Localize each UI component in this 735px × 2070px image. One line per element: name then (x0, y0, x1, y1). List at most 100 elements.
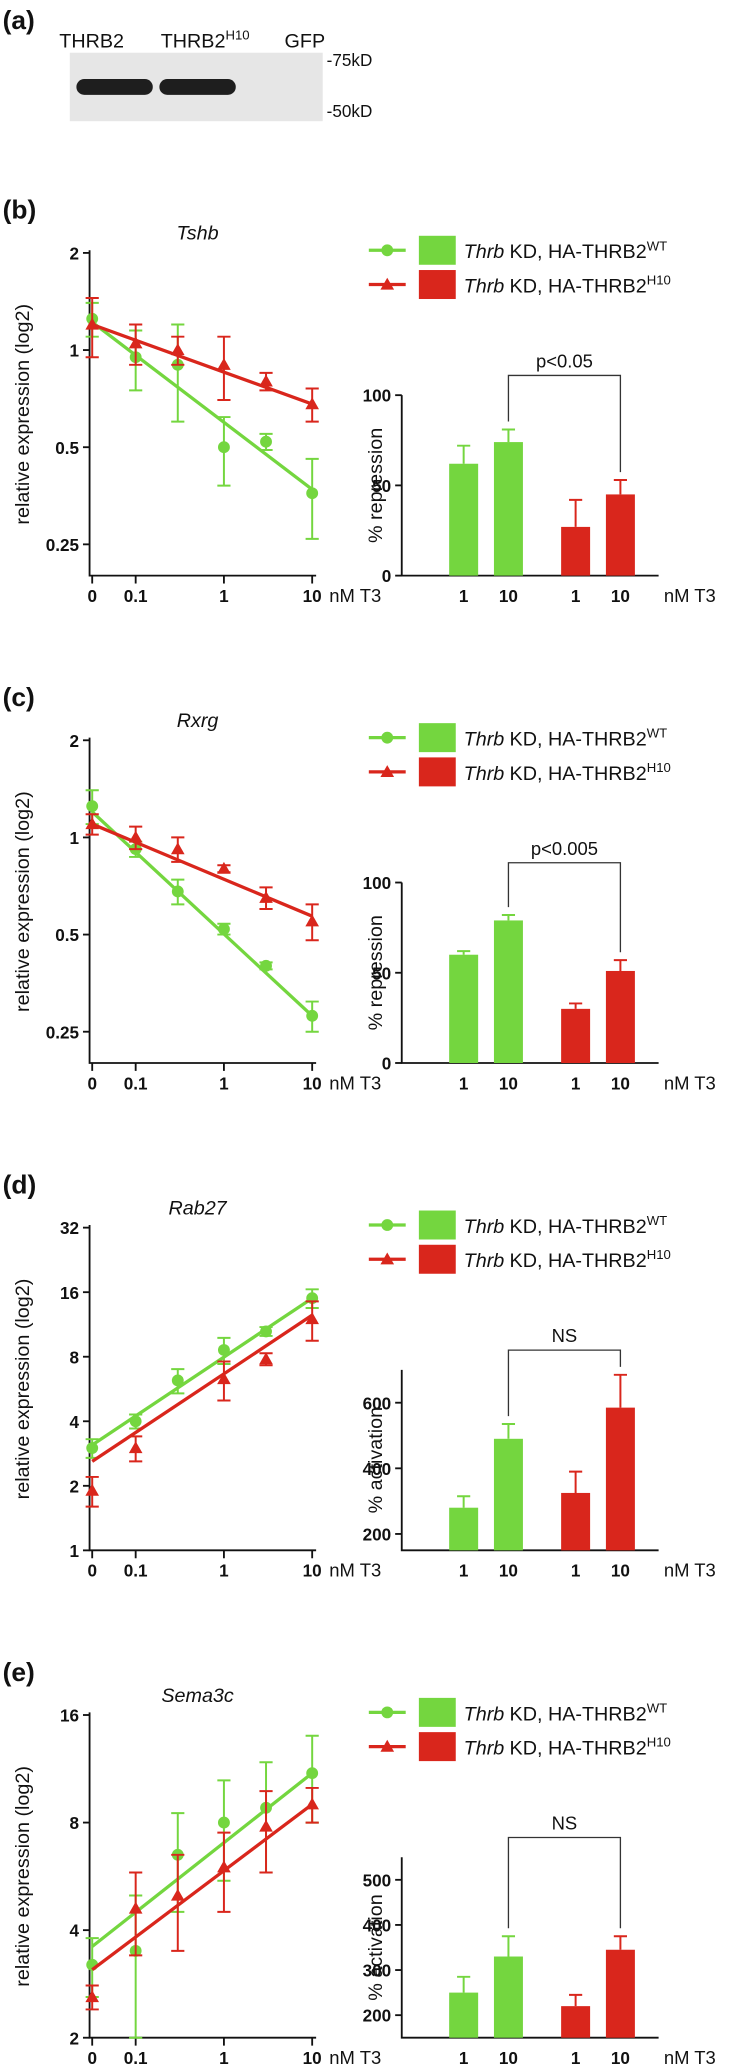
point (217, 358, 231, 370)
legend-swatch (418, 723, 456, 753)
point (260, 435, 272, 448)
y-tick-label: 1 (70, 829, 80, 848)
x-tick-label: 0.1 (124, 587, 148, 606)
bar-y-tick-label: 200 (363, 1526, 392, 1545)
bar-error (569, 1470, 583, 1493)
x-tick-label: 0.1 (124, 1562, 148, 1581)
chart-title: Tshb (177, 223, 219, 245)
bar-y-tick-label: 200 (363, 2007, 392, 2026)
bar-y-axis-label: % activation (365, 1894, 387, 2000)
legend-label-italic: Thrb (464, 729, 505, 751)
x-axis-unit: nM T3 (664, 2047, 716, 2068)
bar (605, 1407, 635, 1551)
x-axis-unit: nM T3 (329, 1072, 381, 1093)
legend-label-text: KD, HA-THRB2 (510, 1703, 647, 1725)
bar-error (501, 1935, 516, 1957)
legend-label-italic: Thrb (464, 763, 505, 785)
axis-line (88, 250, 317, 577)
point (85, 317, 100, 330)
bar-category-label: 10 (611, 587, 630, 606)
lane-label: THRB2 (59, 30, 124, 52)
panel-label: (d) (3, 1169, 37, 1199)
fit-line (91, 1802, 314, 1972)
point (306, 487, 319, 500)
point (86, 1442, 99, 1454)
bar-category-label: 10 (611, 1562, 630, 1581)
significance-bracket (507, 1836, 622, 1929)
bar-category-label: 10 (499, 1074, 518, 1093)
x-axis-unit: nM T3 (664, 1072, 716, 1093)
bar (493, 1956, 523, 2038)
bar-error (457, 444, 471, 464)
lane-label: THRB2 (161, 30, 226, 52)
legend-label-text: KD, HA-THRB2 (510, 1250, 647, 1272)
blot-band (76, 79, 153, 95)
bar-error (501, 428, 516, 443)
bar-y-tick-label: 400 (363, 1460, 392, 1479)
bar-y-axis-label: % repression (365, 428, 387, 543)
bar (605, 1949, 635, 2038)
point (217, 861, 231, 874)
y-tick-label: 4 (70, 1922, 80, 1941)
bar-error (569, 1002, 583, 1009)
bar-y-tick-label: 500 (363, 1871, 392, 1890)
fit-line (91, 1296, 314, 1447)
bar (493, 920, 523, 1063)
x-tick-label: 0 (87, 2049, 97, 2068)
panel-label: (e) (3, 1657, 35, 1687)
fit-line (91, 1313, 314, 1463)
y-tick-label: 4 (70, 1413, 80, 1432)
point (305, 1797, 319, 1810)
x-tick-label: 1 (219, 1074, 229, 1093)
point (259, 374, 273, 387)
point (217, 923, 230, 935)
fit-line (91, 810, 314, 1018)
legend-label-text: KD, HA-THRB2 (510, 275, 647, 297)
y-tick-label: 2 (70, 2029, 80, 2048)
point (85, 817, 100, 830)
size-marker: -50kD (327, 102, 373, 121)
point (170, 343, 185, 356)
point (128, 1901, 143, 1914)
bar-category-label: 10 (611, 2049, 630, 2068)
point (171, 1374, 184, 1387)
lane-label-sup: H10 (225, 28, 249, 43)
point (217, 1816, 230, 1829)
x-tick-label: 1 (219, 587, 229, 606)
point (380, 1252, 395, 1265)
point (381, 731, 394, 744)
y-tick-label: 8 (70, 1814, 80, 1833)
legend-label: Thrb KD, HA-THRB2H10 (464, 1247, 671, 1272)
point (217, 1344, 230, 1356)
axis-line (88, 1712, 317, 2039)
legend-label-sup: WT (647, 1213, 667, 1228)
bar (449, 463, 479, 576)
legend-label: Thrb KD, HA-THRB2WT (464, 1213, 668, 1238)
point (86, 800, 99, 813)
y-axis-label: relative expression (log2) (12, 304, 34, 525)
bar (605, 494, 635, 576)
y-axis-label: relative expression (log2) (12, 1766, 34, 1987)
significance-label: NS (552, 1325, 578, 1346)
y-tick-label: 2 (70, 732, 80, 751)
point (170, 842, 185, 855)
y-axis-label: relative expression (log2) (12, 1279, 34, 1500)
bar-error (457, 950, 471, 955)
significance-label: NS (552, 1813, 578, 1834)
bar-category-label: 1 (459, 587, 469, 606)
blot-band (159, 79, 236, 95)
legend-label-sup: H10 (647, 1247, 671, 1262)
error-bar (129, 1871, 143, 1957)
lane-label: THRB2H10 (161, 28, 250, 53)
panel-label: (a) (3, 5, 35, 35)
legend-label-italic: Thrb (464, 1250, 505, 1272)
error-bar (259, 1790, 273, 1874)
size-marker: -75kD (327, 51, 373, 70)
chart-title: Rab27 (168, 1197, 227, 1219)
y-tick-label: 1 (70, 1542, 80, 1561)
legend-swatch (418, 270, 456, 300)
legend-label-sup: H10 (647, 760, 671, 775)
x-tick-label: 0 (87, 587, 97, 606)
bar (561, 1008, 591, 1063)
